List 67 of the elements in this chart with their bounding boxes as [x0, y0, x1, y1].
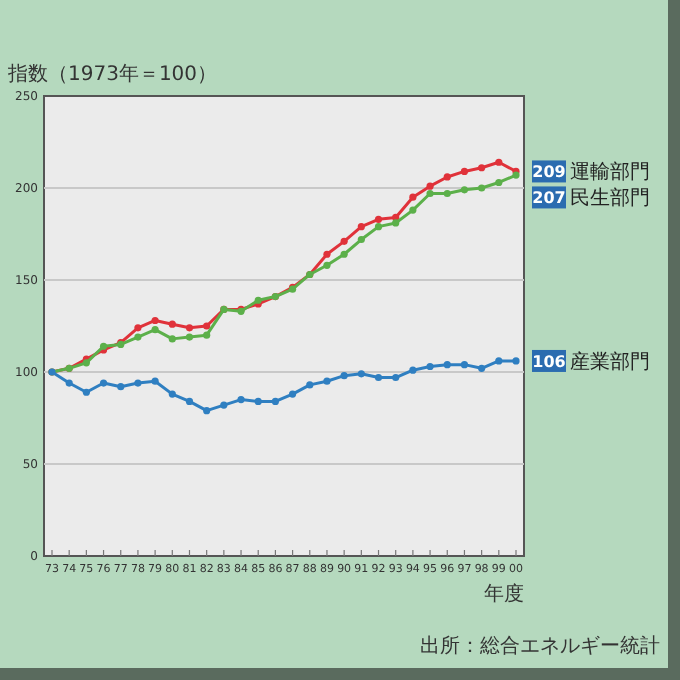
point — [134, 324, 142, 332]
point — [271, 397, 280, 406]
point — [168, 335, 176, 343]
y-axis-title: 指数（1973年＝100） — [6, 62, 218, 86]
point — [151, 326, 159, 334]
point — [203, 322, 211, 330]
text: 運輸部門 — [570, 160, 650, 185]
point — [323, 261, 331, 269]
point — [288, 390, 297, 398]
point — [426, 362, 434, 371]
point — [392, 219, 400, 227]
point — [357, 235, 365, 244]
point — [323, 250, 331, 258]
point — [185, 397, 194, 406]
point — [409, 193, 417, 201]
text: 産業部門 — [570, 349, 650, 374]
point — [392, 373, 400, 382]
x-axis-title: 年度 — [484, 582, 524, 606]
point — [254, 397, 262, 406]
point — [237, 396, 245, 404]
point — [340, 372, 348, 380]
point — [478, 184, 486, 192]
point — [220, 401, 228, 409]
point — [185, 333, 194, 341]
data-label: 106 — [532, 352, 567, 371]
point — [460, 167, 469, 176]
point — [340, 250, 348, 258]
point — [443, 173, 451, 181]
point — [203, 331, 211, 339]
text: 民生部門 — [570, 186, 650, 211]
data-label: 207 — [532, 189, 566, 208]
point — [65, 379, 73, 387]
point — [495, 357, 503, 365]
point — [357, 223, 365, 231]
point — [478, 364, 486, 372]
point — [426, 189, 434, 198]
point — [460, 186, 469, 194]
point — [168, 320, 176, 328]
point — [357, 370, 365, 378]
point — [151, 316, 159, 325]
point — [409, 366, 417, 374]
point — [460, 361, 469, 369]
point — [82, 388, 90, 396]
point — [203, 407, 211, 415]
point — [323, 377, 331, 385]
point — [443, 361, 451, 369]
data-label: 209 — [532, 163, 567, 182]
point — [151, 377, 159, 385]
point — [512, 357, 520, 365]
point — [134, 379, 142, 387]
point — [426, 182, 434, 190]
point — [134, 333, 142, 341]
point — [495, 178, 503, 187]
point — [306, 381, 314, 389]
point — [185, 324, 194, 332]
point — [443, 189, 451, 198]
point — [374, 215, 383, 223]
point — [374, 223, 383, 231]
point — [478, 164, 486, 172]
point — [168, 390, 176, 398]
point — [117, 383, 125, 391]
point — [340, 237, 348, 245]
point — [99, 379, 108, 387]
text: 出所：総合エネルギー統計 — [420, 634, 660, 658]
point — [495, 158, 503, 166]
point — [374, 373, 383, 382]
point — [409, 206, 417, 214]
